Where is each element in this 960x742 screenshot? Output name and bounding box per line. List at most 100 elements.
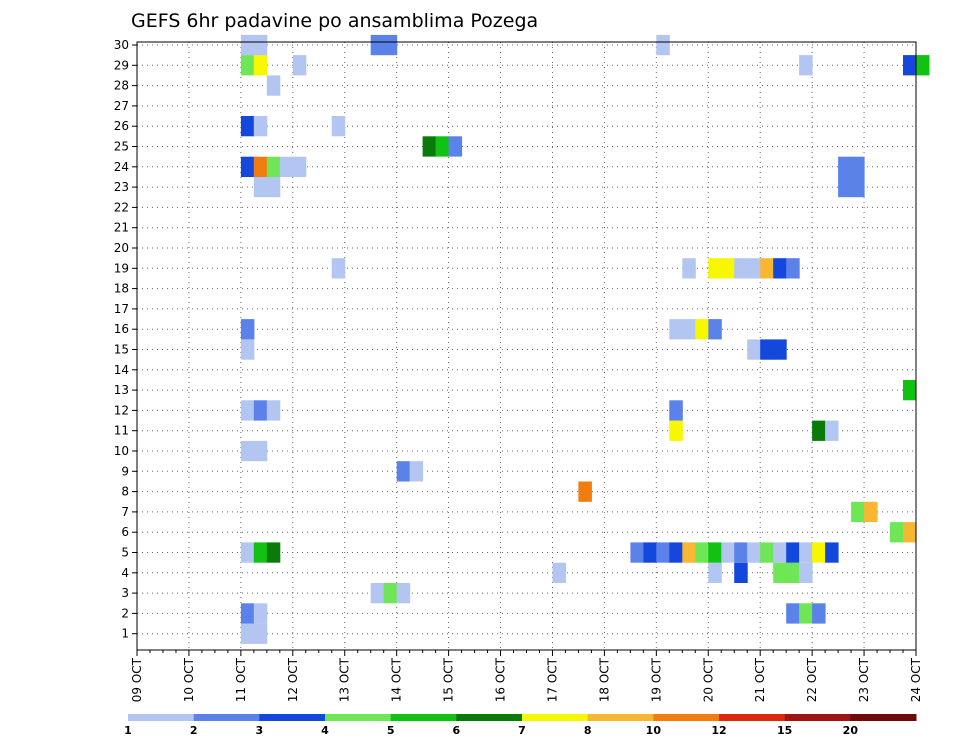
legend-swatch xyxy=(850,714,917,721)
legend-label: 1 xyxy=(124,724,132,737)
heatmap-cell xyxy=(838,176,852,198)
heatmap-cell xyxy=(773,258,787,279)
y-tick-label: 12 xyxy=(114,403,129,417)
y-tick-label: 5 xyxy=(121,546,129,560)
y-tick-label: 10 xyxy=(114,444,129,458)
x-tick-label: 24 OCT xyxy=(909,657,923,702)
heatmap-cell xyxy=(851,156,865,177)
y-tick-label: 3 xyxy=(121,586,129,600)
heatmap-cell xyxy=(669,319,683,340)
y-tick-label: 16 xyxy=(114,322,129,336)
x-tick-label: 09 OCT xyxy=(130,657,144,702)
heatmap-cell xyxy=(253,116,268,137)
heatmap-cell xyxy=(838,156,852,177)
heatmap-cell xyxy=(682,319,696,340)
y-tick-label: 21 xyxy=(114,221,129,235)
heatmap-cell xyxy=(266,400,281,421)
heatmap-cell xyxy=(799,603,813,624)
y-tick-label: 11 xyxy=(114,424,129,438)
heatmap-cell xyxy=(747,542,761,563)
y-tick-label: 25 xyxy=(114,140,129,154)
x-tick-label: 18 OCT xyxy=(597,657,611,702)
heatmap-cell xyxy=(825,420,839,441)
x-tick-label: 23 OCT xyxy=(857,657,871,702)
y-tick-label: 2 xyxy=(121,606,129,620)
heatmap-cell xyxy=(695,319,709,340)
heatmap-cell xyxy=(383,34,398,56)
legend-swatch xyxy=(522,714,589,721)
y-tick-label: 1 xyxy=(121,627,129,641)
heatmap-cell xyxy=(721,258,735,279)
x-tick-label: 12 OCT xyxy=(286,657,300,702)
heatmap-cell xyxy=(578,481,592,502)
x-tick-label: 10 OCT xyxy=(182,657,196,702)
heatmap-cell xyxy=(721,542,735,563)
heatmap-cell xyxy=(890,522,904,543)
y-tick-label: 17 xyxy=(114,302,129,316)
heatmap-cell xyxy=(903,522,917,543)
heatmap-cell xyxy=(851,501,865,523)
legend-swatch xyxy=(128,714,195,721)
heatmap-cell xyxy=(240,34,255,56)
x-tick-label: 17 OCT xyxy=(545,657,559,702)
heatmap-cell xyxy=(786,562,800,583)
heatmap-cell xyxy=(292,55,307,76)
y-tick-label: 23 xyxy=(114,180,129,194)
heatmap-cell xyxy=(747,258,761,279)
heatmap-cell xyxy=(682,542,696,563)
heatmap-cell xyxy=(773,339,787,360)
heatmap-cell xyxy=(253,176,268,198)
y-tick-label: 18 xyxy=(114,282,129,296)
y-tick-label: 28 xyxy=(114,79,129,93)
heatmap-cell xyxy=(630,542,644,563)
heatmap-cell xyxy=(643,542,657,563)
heatmap-cell xyxy=(240,55,255,76)
heatmap-cell xyxy=(240,440,255,462)
heatmap-cell xyxy=(825,542,839,563)
heatmap-cell xyxy=(240,319,255,340)
heatmap-cell xyxy=(799,562,813,583)
y-tick-label: 4 xyxy=(121,566,129,580)
y-tick-label: 6 xyxy=(121,525,129,539)
heatmap-cell xyxy=(786,542,800,563)
legend-swatch xyxy=(325,714,392,721)
heatmap-cell xyxy=(253,156,268,177)
y-tick-label: 8 xyxy=(121,485,129,499)
heatmap-cell xyxy=(279,156,294,177)
x-tick-label: 11 OCT xyxy=(234,657,248,702)
y-tick-label: 19 xyxy=(114,261,129,275)
heatmap-cell xyxy=(812,603,826,624)
legend-label: 7 xyxy=(518,724,526,737)
heatmap-cell xyxy=(331,116,346,137)
heatmap-cell xyxy=(669,542,683,563)
heatmap-cell xyxy=(448,136,463,157)
x-tick-label: 21 OCT xyxy=(753,657,767,702)
legend-label: 8 xyxy=(584,724,592,737)
y-tick-label: 15 xyxy=(114,343,129,357)
heatmap-cell xyxy=(253,623,268,644)
heatmap-cell xyxy=(253,440,268,462)
y-tick-label: 30 xyxy=(114,38,129,52)
heatmap-cell xyxy=(851,176,865,198)
heatmap-cell xyxy=(240,156,255,177)
heatmap-cell xyxy=(552,562,566,583)
heatmap-cell xyxy=(409,461,424,482)
heatmap-cell xyxy=(669,420,683,441)
heatmap-cell xyxy=(747,339,761,360)
heatmap-cell xyxy=(695,542,709,563)
legend-label: 4 xyxy=(321,724,329,737)
legend-label: 12 xyxy=(711,724,726,737)
heatmap-cell xyxy=(760,542,774,563)
heatmap-cell xyxy=(916,55,930,76)
heatmap-cell xyxy=(812,420,826,441)
x-tick-label: 19 OCT xyxy=(649,657,663,702)
heatmap-cell xyxy=(240,116,255,137)
legend-label: 15 xyxy=(777,724,792,737)
x-axis-ticks: 09 OCT 10 OCT 11 OCT 12 OCT 13 OCT 14 OCT 15 O… xyxy=(130,650,923,702)
heatmap-cell xyxy=(240,623,255,644)
heatmap-cells xyxy=(240,34,930,644)
heatmap-cell xyxy=(370,583,385,604)
heatmap-cell xyxy=(786,603,800,624)
heatmap-cell xyxy=(266,542,281,563)
